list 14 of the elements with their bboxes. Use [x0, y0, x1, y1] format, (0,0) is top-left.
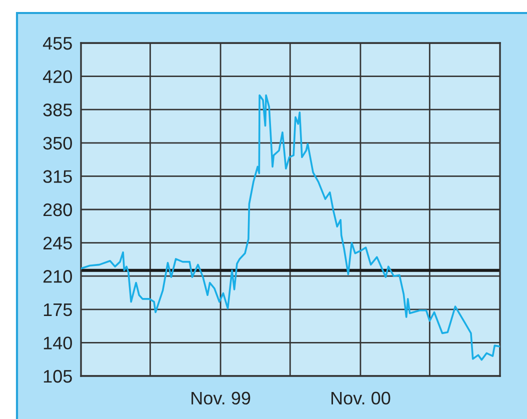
- y-tick-label: 210: [43, 270, 72, 283]
- y-tick-label: 105: [44, 370, 72, 383]
- x-tick-label: Nov. 00: [331, 392, 390, 405]
- x-tick-label: Nov. 99: [192, 392, 250, 405]
- y-tick-label: 315: [43, 170, 72, 183]
- y-tick-label: 455: [42, 37, 72, 50]
- y-tick-label: 245: [43, 236, 72, 250]
- y-tick-label: 280: [43, 203, 72, 216]
- y-tick-label: 350: [43, 136, 72, 150]
- y-tick-label: 420: [42, 70, 72, 84]
- y-tick-label: 175: [44, 304, 72, 316]
- y-tick-label: 140: [44, 336, 72, 350]
- y-tick-label: 385: [43, 104, 72, 116]
- line-series: [81, 94, 500, 361]
